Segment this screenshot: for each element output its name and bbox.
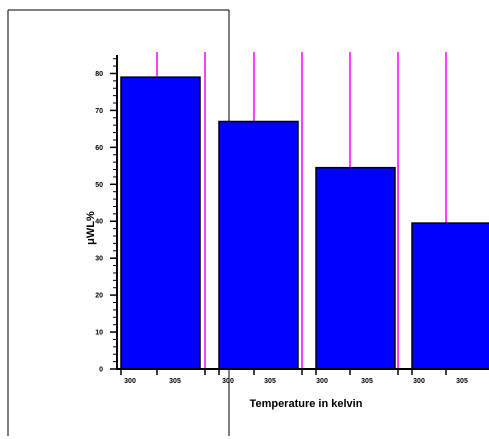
bars (120, 76, 489, 370)
y-tick-label: 0 (99, 367, 103, 374)
y-tick-label: 30 (95, 256, 103, 263)
x-tick-label: 305 (456, 378, 468, 385)
x-tick-label: 300 (316, 378, 328, 385)
x-ticks: 300 305 300 305 300 305 300 305 (120, 369, 468, 385)
y-axis-title: μWL% (85, 211, 97, 245)
x-tick-label: 300 (124, 378, 136, 385)
x-tick-label: 300 (222, 378, 234, 385)
x-axis-title: Temperature in kelvin (250, 398, 363, 410)
y-tick-label: 70 (95, 108, 103, 115)
x-tick-label: 300 (413, 378, 425, 385)
y-tick-label: 50 (95, 182, 103, 189)
y-tick-label: 80 (95, 71, 103, 78)
y-tick-label: 40 (95, 219, 103, 226)
x-tick-label: 305 (264, 378, 276, 385)
bar-1 (120, 76, 201, 370)
y-tick-label: 60 (95, 145, 103, 152)
x-tick-label: 305 (169, 378, 181, 385)
bar-4 (411, 222, 489, 370)
x-tick-label: 305 (361, 378, 373, 385)
y-tick-label: 10 (95, 330, 103, 337)
bar-3 (315, 166, 396, 370)
bar-2 (218, 120, 299, 370)
y-ticks: 0 10 20 30 40 50 60 70 80 (95, 58, 117, 374)
y-tick-label: 20 (95, 293, 103, 300)
